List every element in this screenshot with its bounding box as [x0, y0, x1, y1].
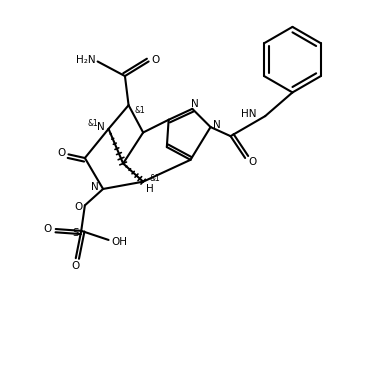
Text: &1: &1: [134, 106, 145, 115]
Text: S: S: [72, 228, 79, 238]
Text: N: N: [191, 99, 199, 109]
Text: O: O: [72, 261, 80, 271]
Text: O: O: [58, 148, 66, 157]
Text: N: N: [97, 122, 104, 132]
Text: &1: &1: [88, 119, 99, 128]
Text: N: N: [91, 182, 99, 192]
Text: O: O: [248, 157, 256, 167]
Text: H: H: [146, 184, 154, 194]
Text: &1: &1: [149, 174, 160, 182]
Text: N: N: [213, 120, 221, 130]
Text: H₂N: H₂N: [76, 55, 96, 65]
Text: HN: HN: [240, 109, 256, 119]
Text: O: O: [74, 202, 82, 212]
Text: O: O: [151, 55, 159, 65]
Text: O: O: [43, 224, 52, 234]
Text: OH: OH: [112, 237, 128, 247]
